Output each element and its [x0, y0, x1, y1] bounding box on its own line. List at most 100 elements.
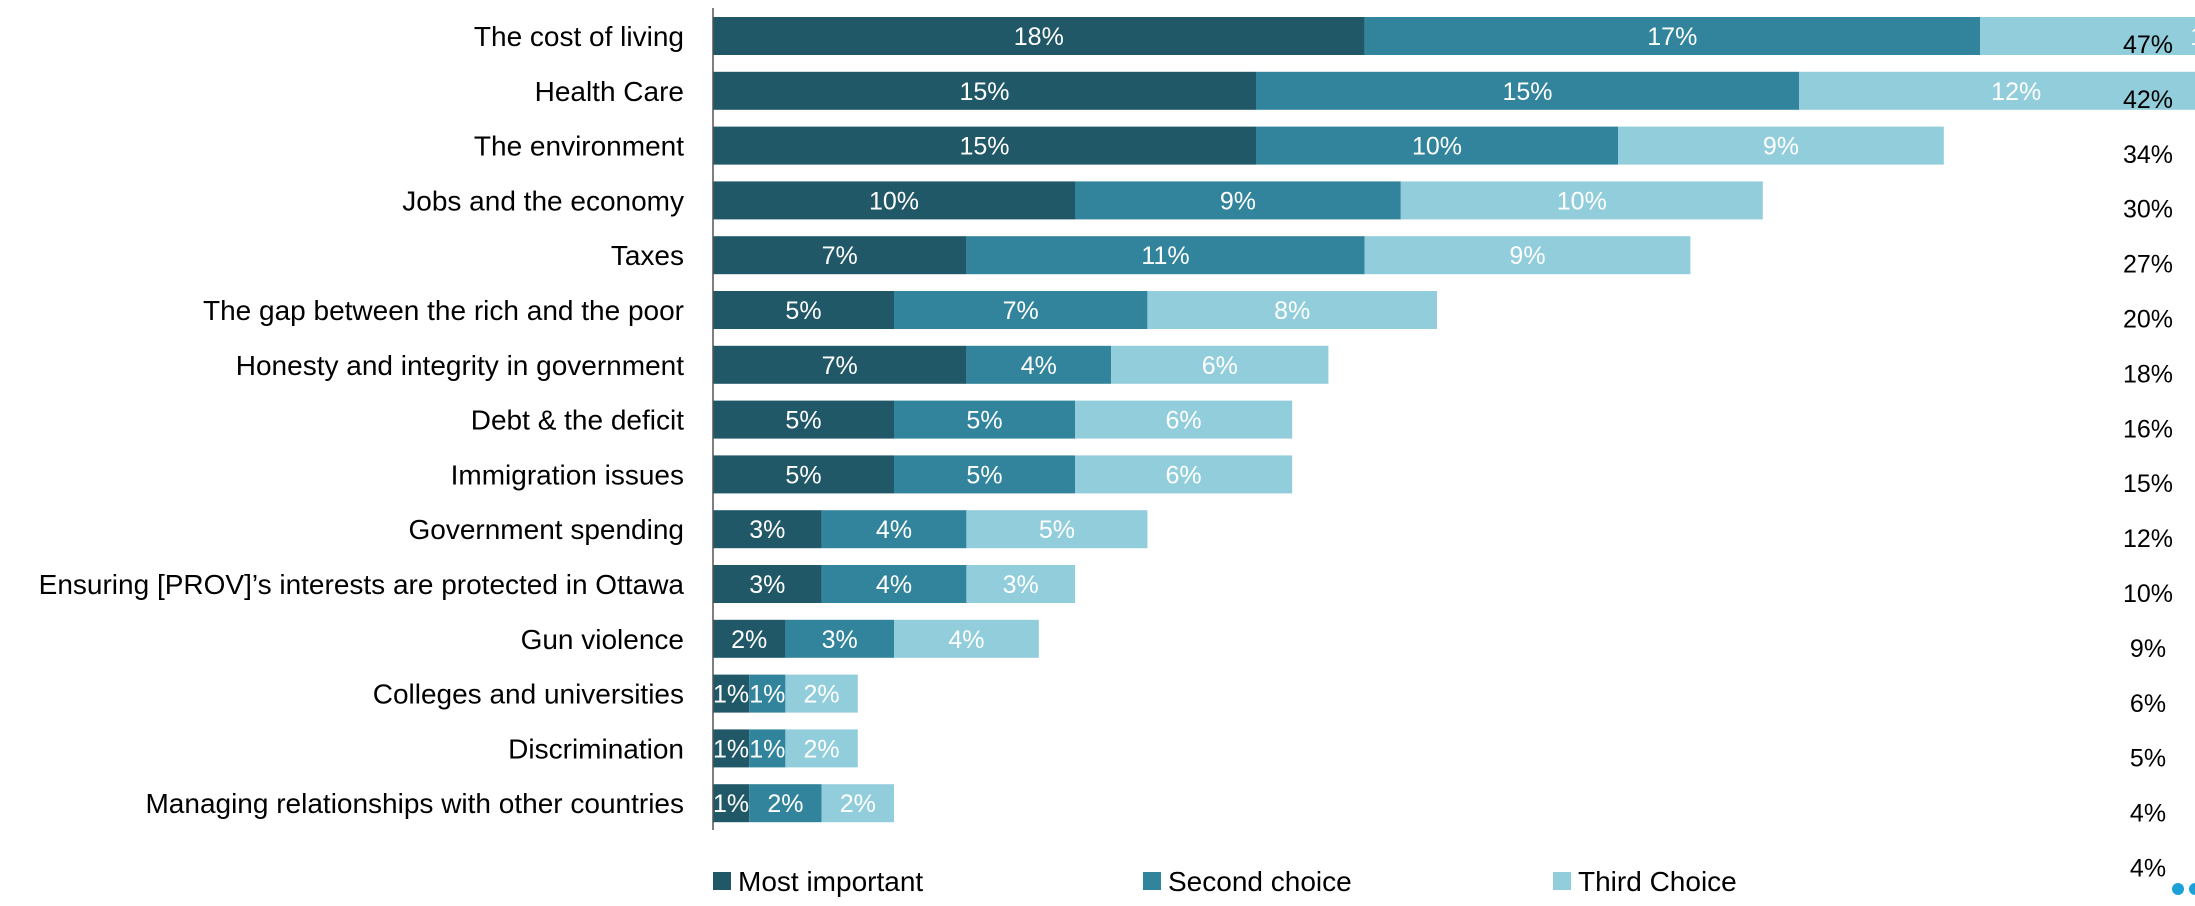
category-label: The gap between the rich and the poor: [203, 295, 684, 326]
data-label: 11%: [1141, 242, 1189, 270]
legend-label: Third Choice: [1578, 866, 1737, 897]
data-label: 18%: [1014, 23, 1064, 51]
data-label: 5%: [785, 297, 821, 325]
bar-segment-second-choice: [749, 674, 786, 713]
data-label: 7%: [822, 352, 858, 380]
category-label: Colleges and universities: [373, 679, 684, 710]
bar-segment-second-choice: [785, 619, 894, 658]
bar-segment-second-choice: [894, 400, 1075, 439]
data-label: 5%: [966, 407, 1002, 435]
data-label: 1%: [749, 681, 785, 709]
data-label: 3%: [749, 516, 785, 544]
bar-segment-third-choice: [1111, 345, 1329, 384]
category-label: Debt & the deficit: [471, 405, 684, 436]
bar-segment-second-choice: [821, 510, 967, 549]
data-label: 10%: [869, 187, 919, 215]
bar-segment-third-choice: [1364, 236, 1691, 275]
category-label: Government spending: [408, 514, 684, 545]
category-label: Managing relationships with other countr…: [145, 788, 684, 819]
bar-segment-most-important: [713, 455, 894, 494]
total-label: 30%: [2123, 196, 2173, 224]
bar-segment-most-important: [713, 181, 1075, 220]
data-label: 7%: [1003, 297, 1039, 325]
total-label: 9%: [2130, 635, 2166, 663]
bar-segment-third-choice: [1400, 181, 1763, 220]
bar-segment-second-choice: [1364, 17, 1980, 55]
bar-segment-second-choice: [749, 784, 822, 823]
bar-segment-most-important: [713, 71, 1256, 110]
total-label: 16%: [2123, 415, 2173, 443]
total-label: 4%: [2130, 855, 2166, 883]
bar-segment-most-important: [713, 345, 967, 384]
data-label: 6%: [1166, 407, 1202, 435]
legend-label: Most important: [738, 866, 923, 897]
category-label: Gun violence: [521, 624, 684, 655]
bar-segment-third-choice: [966, 510, 1148, 549]
total-label: 15%: [2123, 470, 2173, 498]
data-label: 6%: [1166, 461, 1202, 489]
bar-segment-second-choice: [1075, 181, 1401, 220]
data-label: 12%: [1991, 78, 2041, 106]
total-label: 20%: [2123, 306, 2173, 334]
data-label: 3%: [822, 626, 858, 654]
total-label: 42%: [2123, 86, 2173, 114]
category-label: Taxes: [611, 240, 684, 271]
data-label: 15%: [959, 78, 1009, 106]
total-label: 5%: [2130, 745, 2166, 773]
data-label: 9%: [1509, 242, 1545, 270]
data-label: 5%: [1039, 516, 1075, 544]
data-label: 2%: [731, 626, 767, 654]
bar-segment-second-choice: [894, 291, 1148, 329]
data-label: 1%: [713, 681, 749, 709]
legend-swatch: [1143, 872, 1161, 890]
bar-segment-most-important: [713, 17, 1365, 55]
total-label: 12%: [2123, 525, 2173, 553]
bar-segment-most-important: [713, 784, 750, 823]
bar-segment-most-important: [713, 565, 822, 603]
total-label: 27%: [2123, 251, 2173, 279]
data-label: 17%: [1647, 23, 1697, 51]
data-label: 8%: [1274, 297, 1310, 325]
bar-segment-third-choice: [1075, 400, 1293, 439]
category-label: Ensuring [PROV]’s interests are protecte…: [39, 569, 685, 600]
total-label: 47%: [2123, 31, 2173, 59]
bar-segment-third-choice: [1147, 291, 1437, 329]
category-label: Immigration issues: [451, 459, 684, 490]
bar-segment-most-important: [713, 126, 1256, 165]
data-label: 9%: [1220, 187, 1256, 215]
bar-segment-most-important: [713, 619, 786, 658]
bar-segment-second-choice: [821, 565, 967, 603]
data-label: 4%: [1021, 352, 1057, 380]
bar-segment-third-choice: [785, 729, 858, 768]
total-label: 18%: [2123, 360, 2173, 388]
bar-segment-most-important: [713, 291, 894, 329]
data-label: 9%: [1763, 133, 1799, 161]
data-label: 1%: [713, 790, 749, 818]
legend-label: Second choice: [1168, 866, 1352, 897]
bar-segment-third-choice: [785, 674, 858, 713]
bar-segment-third-choice: [1618, 126, 1944, 165]
data-label: 6%: [1202, 352, 1238, 380]
data-label: 4%: [876, 571, 912, 599]
data-label: 4%: [876, 516, 912, 544]
data-label: 15%: [959, 133, 1009, 161]
category-label: Discrimination: [508, 733, 684, 764]
data-label: 13%: [2190, 23, 2195, 51]
data-label: 15%: [1502, 78, 1552, 106]
data-label: 5%: [785, 407, 821, 435]
data-label: 3%: [1003, 571, 1039, 599]
bar-segment-second-choice: [966, 345, 1112, 384]
bar-segment-third-choice: [1799, 71, 2195, 110]
bar-segment-second-choice: [966, 236, 1365, 275]
category-label: Jobs and the economy: [402, 185, 684, 216]
bar-segment-third-choice: [894, 619, 1039, 658]
data-label: 2%: [840, 790, 876, 818]
bar-segment-most-important: [713, 510, 822, 549]
data-label: 2%: [767, 790, 803, 818]
total-label: 4%: [2130, 800, 2166, 828]
data-label: 5%: [785, 461, 821, 489]
bar-segment-second-choice: [1256, 71, 1799, 110]
legend-swatch: [713, 872, 731, 890]
category-label: Health Care: [535, 76, 684, 107]
